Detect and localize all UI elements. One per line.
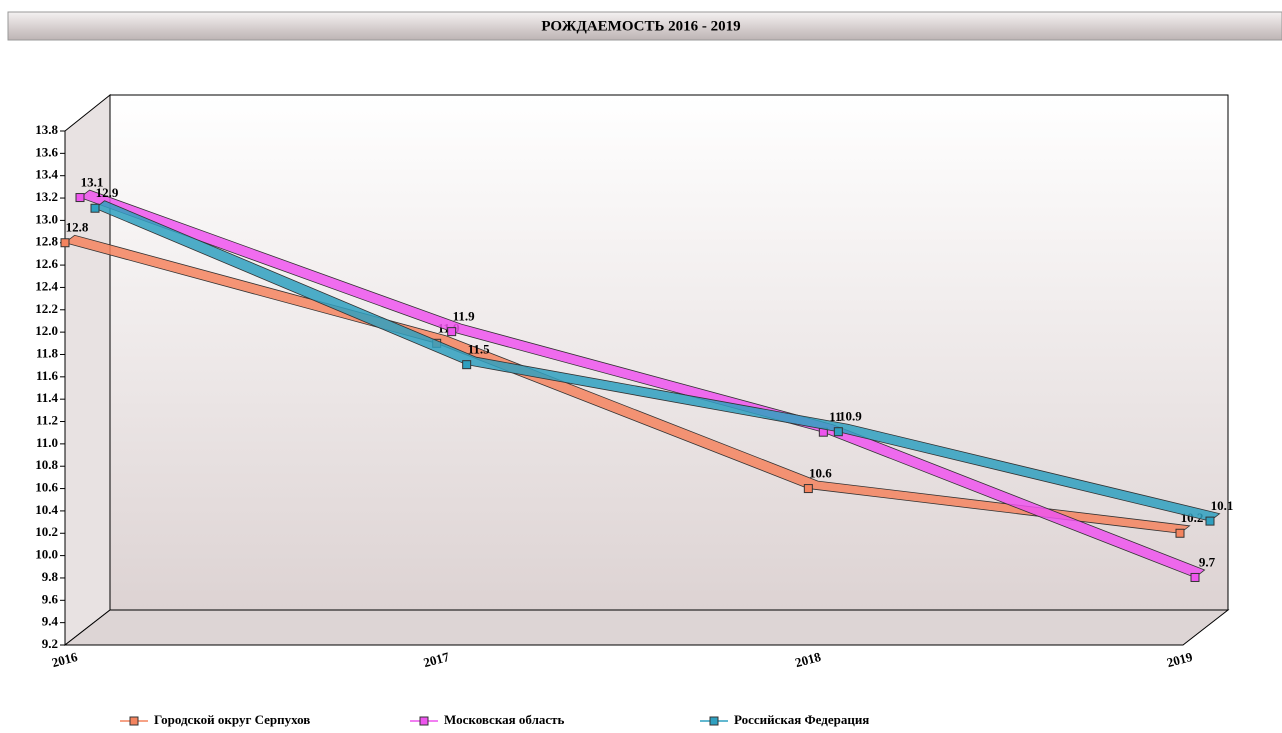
marker	[803, 484, 813, 494]
x-tick-label: 2019	[1165, 649, 1194, 670]
series-ribbon	[94, 200, 1221, 522]
legend-label: Московская область	[444, 712, 565, 727]
y-tick-label: 13.0	[35, 211, 58, 226]
y-tick-label: 10.4	[35, 502, 58, 517]
marker	[1190, 572, 1200, 582]
y-tick-label: 13.8	[35, 122, 58, 137]
back-wall	[109, 94, 1229, 611]
data-label: 11.5	[468, 342, 491, 357]
y-tick-label: 13.6	[35, 144, 58, 159]
y-tick-label: 11.6	[36, 368, 59, 383]
data-label: 13.1	[81, 175, 104, 190]
marker	[462, 360, 472, 370]
data-label: 10.6	[809, 466, 832, 481]
data-label: 10.1	[1211, 498, 1234, 513]
y-tick-label: 11.8	[36, 345, 59, 360]
legend-marker	[419, 716, 429, 726]
y-tick-label: 10.2	[35, 524, 58, 539]
marker	[90, 203, 100, 213]
y-tick-label: 9.8	[42, 569, 59, 584]
y-tick-label: 13.4	[35, 167, 58, 182]
y-tick-label: 12.8	[35, 234, 58, 249]
chart-title: РОЖДАЕМОСТЬ 2016 - 2019	[541, 18, 740, 34]
x-tick-label: 2018	[793, 649, 822, 670]
marker	[1205, 516, 1215, 526]
y-tick-label: 10.8	[35, 457, 58, 472]
data-label: 12.9	[96, 185, 119, 200]
y-tick-label: 10.6	[35, 480, 58, 495]
y-tick-label: 11.2	[36, 413, 58, 428]
marker	[60, 238, 70, 248]
data-label: 12.8	[66, 220, 89, 235]
marker	[1175, 528, 1185, 538]
y-tick-label: 11.4	[36, 390, 59, 405]
title-bar	[7, 11, 1282, 41]
y-tick-label: 12.0	[35, 323, 58, 338]
marker	[833, 427, 843, 437]
y-tick-label: 9.6	[42, 591, 59, 606]
marker	[75, 193, 85, 203]
marker	[447, 327, 457, 337]
legend-label: Городской округ Серпухов	[154, 712, 310, 727]
x-tick-label: 2017	[422, 649, 451, 670]
y-tick-label: 9.2	[42, 636, 58, 651]
y-tick-label: 13.2	[35, 189, 58, 204]
y-tick-label: 11.0	[36, 435, 58, 450]
data-label: 9.7	[1199, 554, 1216, 569]
y-tick-label: 12.6	[35, 256, 58, 271]
series-ribbon	[79, 189, 1206, 578]
y-tick-label: 10.0	[35, 547, 58, 562]
data-label: 11.9	[453, 309, 476, 324]
legend-marker	[709, 716, 719, 726]
data-label: 10.9	[839, 409, 862, 424]
floor	[63, 609, 1230, 646]
y-tick-label: 12.4	[35, 278, 58, 293]
x-tick-label: 2016	[50, 649, 79, 670]
y-tick-label: 9.4	[42, 614, 59, 629]
y-tick-label: 12.2	[35, 301, 58, 316]
data-label: 11	[829, 409, 841, 424]
legend-label: Российская Федерация	[734, 712, 869, 727]
legend-marker	[129, 716, 139, 726]
